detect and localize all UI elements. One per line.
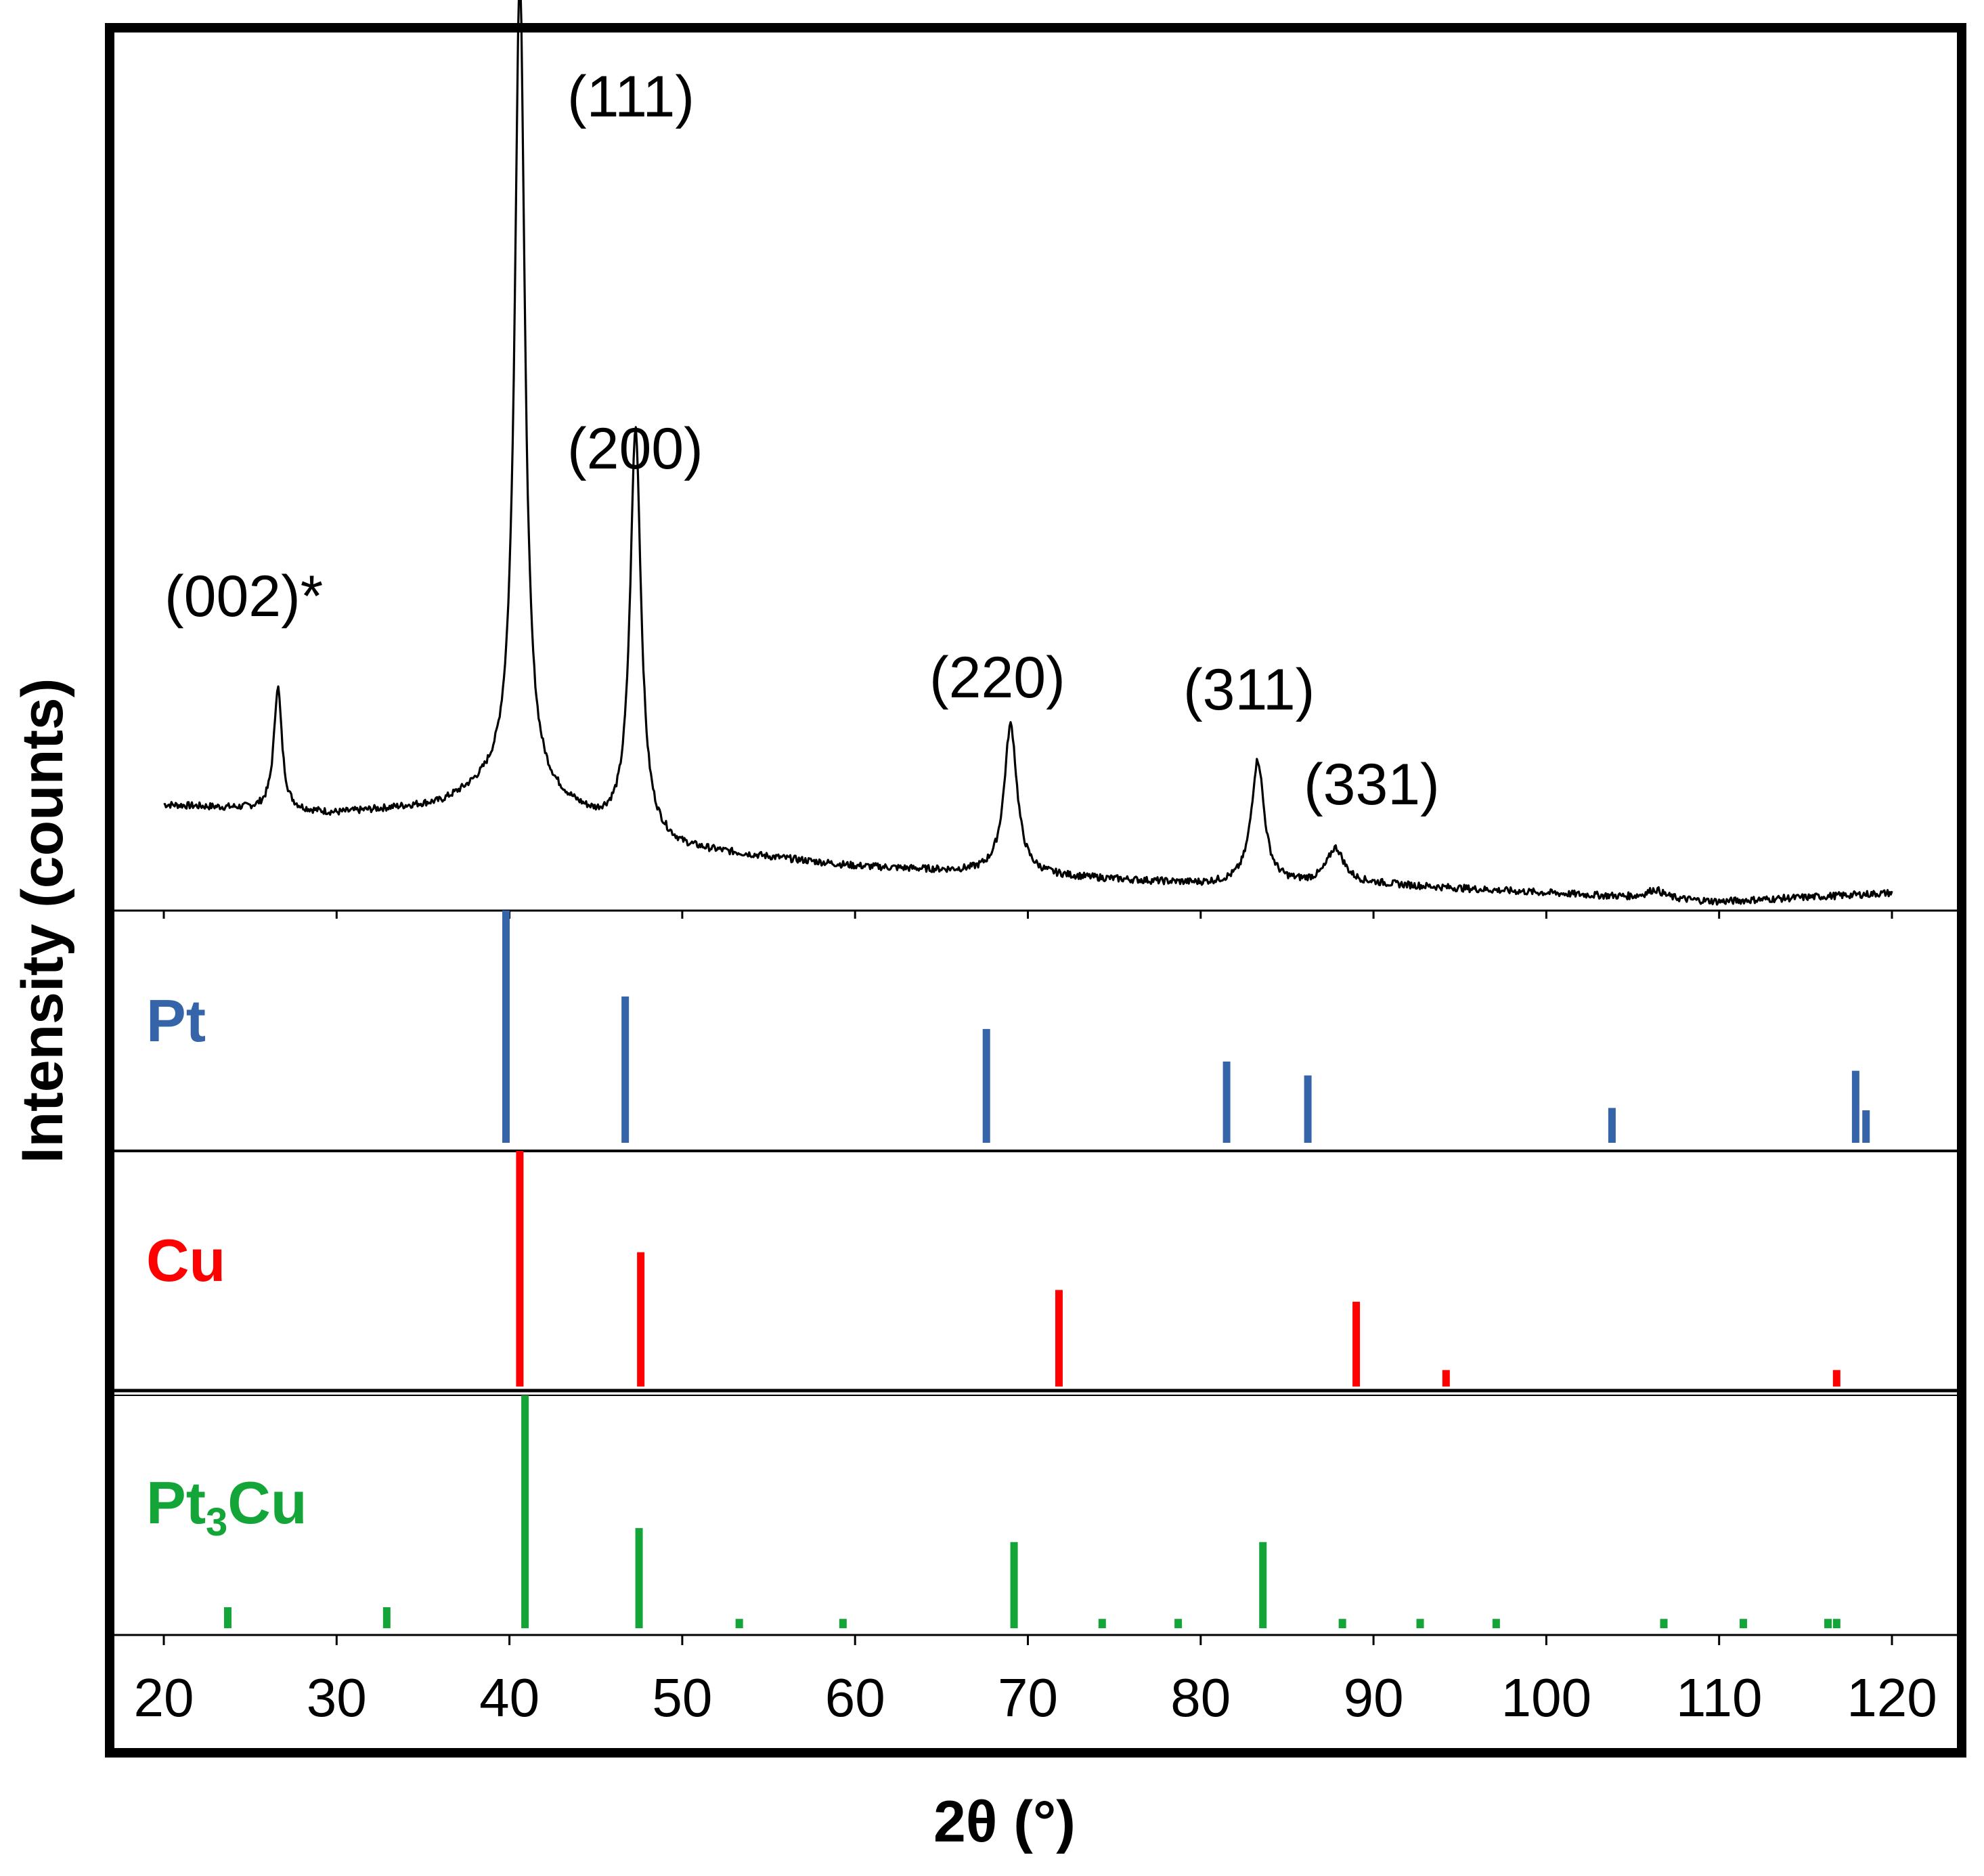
x-tick-label: 70 bbox=[998, 1667, 1058, 1728]
phase-label-pt3cu-main: Pt bbox=[146, 1469, 206, 1536]
y-axis-title: Intensity (counts) bbox=[10, 678, 75, 1164]
peak-label-311: (311) bbox=[1183, 657, 1315, 722]
plot-frame bbox=[105, 23, 1966, 1758]
x-tick-label: 120 bbox=[1847, 1667, 1937, 1728]
pt-reference-sticks bbox=[502, 911, 1870, 1143]
xrd-pattern-line bbox=[163, 0, 1893, 906]
phase-label-pt3cu-subscript: 3 bbox=[206, 1500, 227, 1544]
phase-label-pt3cu-tail: Cu bbox=[227, 1469, 307, 1536]
x-tick-label: 50 bbox=[652, 1667, 712, 1728]
peak-label-331: (331) bbox=[1304, 752, 1440, 817]
peak-label-002: (002)* bbox=[164, 564, 323, 629]
x-tick-label: 100 bbox=[1501, 1667, 1591, 1728]
x-tick-label: 60 bbox=[825, 1667, 885, 1728]
x-tick-label: 40 bbox=[479, 1667, 539, 1728]
x-tick-label: 80 bbox=[1170, 1667, 1231, 1728]
phase-label-pt: Pt bbox=[146, 987, 206, 1054]
x-tick-label: 20 bbox=[134, 1667, 194, 1728]
pattern-axis-ticks bbox=[162, 911, 1893, 919]
x-tick-labels: 20 30 40 50 60 70 80 90 100 110 120 bbox=[134, 1667, 1937, 1728]
cu-reference-sticks bbox=[516, 1151, 1840, 1387]
peak-label-111: (111) bbox=[567, 64, 695, 129]
x-tick-label: 30 bbox=[307, 1667, 367, 1728]
x-axis-title: 2θ (°) bbox=[933, 1789, 1076, 1854]
peak-label-200: (200) bbox=[567, 416, 703, 481]
phase-label-pt3cu: Pt3Cu bbox=[146, 1469, 307, 1544]
pt3cu-reference-sticks bbox=[223, 1395, 1840, 1628]
phase-label-cu: Cu bbox=[146, 1227, 225, 1294]
x-tick-label: 90 bbox=[1344, 1667, 1404, 1728]
x-axis-ticks bbox=[162, 1635, 1893, 1645]
peak-labels: (002)* (111) (200) (220) (311) (331) bbox=[164, 64, 1440, 817]
peak-label-220: (220) bbox=[929, 645, 1065, 710]
x-tick-label: 110 bbox=[1676, 1667, 1763, 1728]
